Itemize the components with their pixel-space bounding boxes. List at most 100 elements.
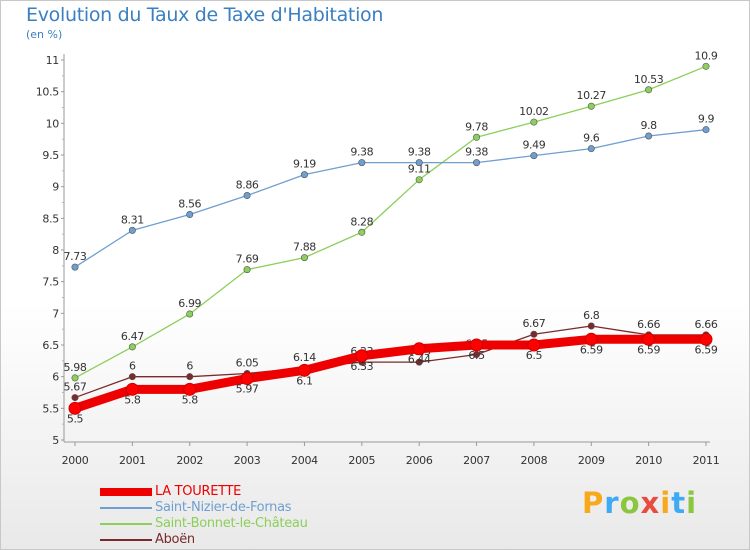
data-point bbox=[186, 211, 194, 219]
data-point bbox=[527, 338, 541, 352]
data-label: 8.31 bbox=[121, 213, 144, 226]
chart-subtitle: (en %) bbox=[26, 28, 63, 41]
x-tick-label: 2004 bbox=[291, 454, 318, 467]
data-label: 8.56 bbox=[178, 198, 201, 211]
chart-title: Evolution du Taux de Taxe d'Habitation bbox=[26, 4, 384, 26]
series-line bbox=[74, 325, 707, 399]
y-tick-label: 9 bbox=[52, 181, 59, 194]
data-point bbox=[300, 171, 308, 179]
data-label: 6.59 bbox=[580, 343, 603, 356]
data-label: 6.67 bbox=[522, 317, 545, 330]
data-point bbox=[470, 338, 484, 352]
y-tick-label: 8.5 bbox=[42, 212, 59, 225]
data-label: 7.88 bbox=[293, 241, 316, 254]
legend-label: Aboën bbox=[155, 532, 195, 547]
data-label: 6 bbox=[186, 360, 193, 373]
data-point bbox=[358, 228, 366, 236]
data-label: 9.6 bbox=[583, 132, 600, 145]
logo-letter: o bbox=[619, 486, 641, 520]
legend-swatch bbox=[100, 488, 152, 496]
series-line bbox=[74, 129, 707, 268]
data-label: 9.8 bbox=[640, 119, 657, 132]
x-tick-label: 2005 bbox=[348, 454, 375, 467]
data-point bbox=[71, 374, 79, 382]
data-point bbox=[300, 254, 308, 262]
legend-label: LA TOURETTE bbox=[155, 484, 242, 499]
data-label: 6.5 bbox=[526, 349, 543, 362]
data-point bbox=[128, 373, 136, 381]
data-label: 6 bbox=[129, 360, 136, 373]
data-label: 6.05 bbox=[236, 357, 259, 370]
logo-letter: P bbox=[582, 486, 605, 520]
data-point bbox=[699, 332, 713, 346]
data-point bbox=[530, 152, 538, 160]
data-label: 9.38 bbox=[465, 146, 488, 159]
data-point bbox=[642, 332, 656, 346]
data-label: 6.59 bbox=[637, 343, 660, 356]
data-point bbox=[415, 159, 423, 167]
data-label: 5.98 bbox=[64, 361, 87, 374]
data-label: 6.1 bbox=[296, 374, 312, 387]
data-point bbox=[71, 263, 79, 271]
data-point bbox=[71, 394, 79, 402]
data-label: 7.69 bbox=[236, 253, 259, 266]
data-label: 6.99 bbox=[178, 297, 201, 310]
y-tick-label: 10.5 bbox=[36, 86, 60, 99]
data-label: 10.27 bbox=[577, 89, 607, 102]
data-point bbox=[473, 159, 481, 167]
data-label: 5.8 bbox=[182, 393, 199, 406]
x-tick-label: 2006 bbox=[406, 454, 433, 467]
y-tick-label: 10 bbox=[46, 117, 60, 130]
data-label: 6.33 bbox=[350, 360, 373, 373]
y-tick-label: 7 bbox=[52, 307, 59, 320]
data-point bbox=[584, 332, 598, 346]
y-tick-label: 8 bbox=[52, 244, 59, 257]
data-label: 9.38 bbox=[408, 146, 431, 159]
legend-swatch bbox=[100, 539, 152, 541]
y-tick-label: 6.5 bbox=[42, 339, 59, 352]
data-point bbox=[587, 322, 595, 330]
series-saint-nizier-de-fornas: 7.73 8.31 8.56 8.86 9.19 9.38 9.38 9.38 9.49 9.6 9… bbox=[64, 113, 715, 271]
y-tick-label: 9.5 bbox=[42, 149, 59, 162]
legend-swatch bbox=[100, 507, 152, 509]
data-label: 10.9 bbox=[695, 49, 718, 62]
data-point bbox=[645, 86, 653, 94]
brand-logo: Proxiti bbox=[582, 486, 697, 520]
data-label: 6.47 bbox=[121, 330, 144, 343]
data-point bbox=[415, 176, 423, 184]
x-tick-label: 2000 bbox=[62, 454, 89, 467]
data-point bbox=[125, 382, 139, 396]
data-point bbox=[128, 343, 136, 351]
data-point bbox=[128, 226, 136, 234]
series-saint-bonnet-le-ch-teau: 5.98 6.47 6.99 7.69 7.88 8.28 9.11 9.78 10.02 10.… bbox=[64, 49, 718, 382]
data-point bbox=[702, 126, 710, 134]
x-tick-label: 2007 bbox=[463, 454, 490, 467]
data-point bbox=[473, 133, 481, 141]
data-label: 7.73 bbox=[64, 250, 87, 263]
series-line bbox=[74, 65, 707, 379]
logo-letter: x bbox=[640, 486, 661, 520]
data-point bbox=[702, 62, 710, 70]
data-label: 5.8 bbox=[124, 393, 141, 406]
data-point bbox=[530, 330, 538, 338]
data-label: 10.02 bbox=[519, 105, 549, 118]
y-tick-label: 5.5 bbox=[42, 402, 59, 415]
data-point bbox=[412, 342, 426, 356]
data-label: 10.53 bbox=[634, 73, 664, 86]
logo-letter: r bbox=[604, 486, 620, 520]
y-tick-label: 11 bbox=[46, 54, 59, 67]
data-label: 8.28 bbox=[350, 215, 373, 228]
data-label: 6.59 bbox=[695, 343, 718, 356]
x-tick-label: 2009 bbox=[578, 454, 605, 467]
data-label: 6.66 bbox=[637, 318, 660, 331]
data-point bbox=[358, 159, 366, 167]
logo-letter: i bbox=[686, 486, 698, 520]
series-la-tourette: 5.5 5.8 5.8 5.97 6.1 6.33 6.44 6.5 6.5 6.59 6.59 6.… bbox=[67, 332, 718, 425]
logo-letter: t bbox=[671, 486, 687, 520]
data-point bbox=[355, 349, 369, 363]
x-tick-label: 2001 bbox=[119, 454, 146, 467]
logo-letter: i bbox=[660, 486, 672, 520]
data-point bbox=[183, 382, 197, 396]
